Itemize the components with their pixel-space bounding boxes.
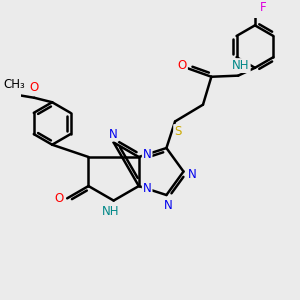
- Text: O: O: [30, 81, 39, 94]
- Text: NH: NH: [232, 59, 250, 72]
- Text: S: S: [174, 125, 182, 138]
- Text: N: N: [143, 148, 152, 161]
- Text: N: N: [188, 168, 196, 181]
- Text: O: O: [54, 192, 63, 205]
- Text: NH: NH: [102, 205, 120, 218]
- Text: N: N: [164, 199, 172, 212]
- Text: CH₃: CH₃: [4, 78, 26, 92]
- Text: F: F: [260, 1, 267, 14]
- Text: O: O: [178, 59, 187, 72]
- Text: N: N: [143, 182, 152, 195]
- Text: N: N: [109, 128, 118, 141]
